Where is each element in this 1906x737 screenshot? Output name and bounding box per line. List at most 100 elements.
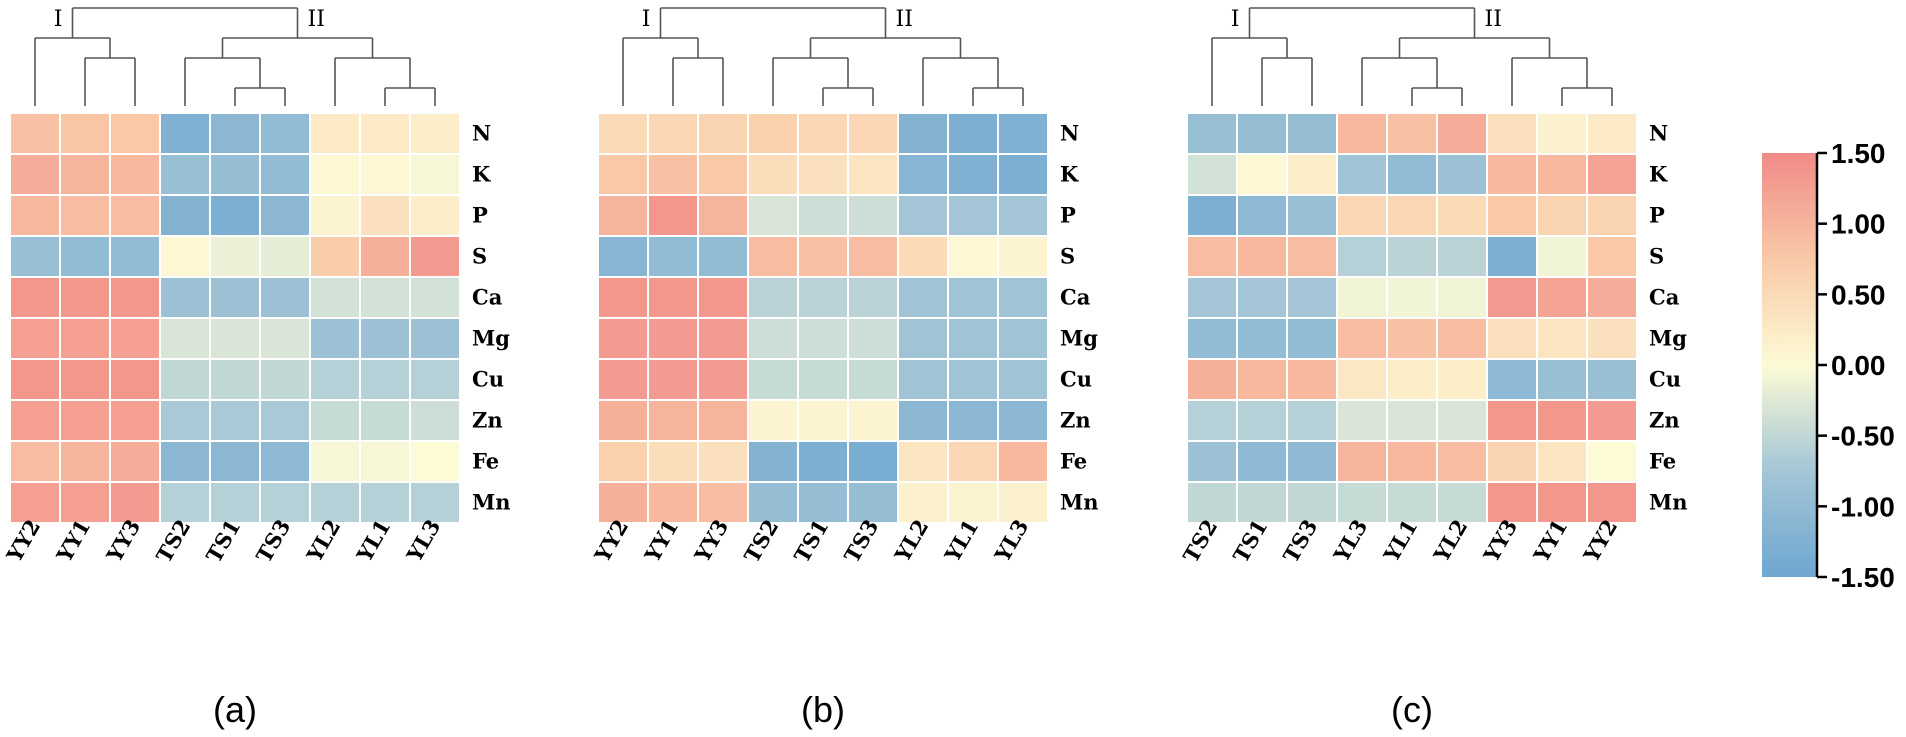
heatmap-cell (847, 440, 899, 483)
heatmap-cell (1586, 317, 1638, 360)
heatmap-cell (597, 153, 649, 196)
heatmap-cell (797, 440, 849, 483)
heatmap-cell (647, 440, 699, 483)
heatmap-cell (109, 399, 161, 442)
heatmap-cell (747, 194, 799, 237)
heatmap-cell (1586, 153, 1638, 196)
heatmap-cell (947, 317, 999, 360)
heatmap-cell (259, 440, 311, 483)
heatmap-cell (59, 440, 111, 483)
heatmap-cell (647, 112, 699, 155)
row-label: Zn (1649, 408, 1680, 433)
heatmap-cell (1186, 112, 1238, 155)
heatmap-cell (1186, 317, 1238, 360)
heatmap-cell (309, 358, 361, 401)
heatmap-cell (109, 153, 161, 196)
heatmap-cell (359, 276, 411, 319)
heatmap-cell (1286, 399, 1338, 442)
heatmap-cell (1536, 481, 1588, 524)
heatmap-cell (1386, 194, 1438, 237)
heatmap-cell (797, 153, 849, 196)
heatmap-cell (1586, 194, 1638, 237)
heatmap-cell (1486, 358, 1538, 401)
heatmap-cell (1286, 153, 1338, 196)
heatmap-cell (1436, 276, 1488, 319)
heatmap-cell (1486, 317, 1538, 360)
heatmap-cell (897, 358, 949, 401)
heatmap-cell (9, 481, 61, 524)
row-label: P (1649, 203, 1665, 228)
heatmap-cell (897, 112, 949, 155)
heatmap-cell (1236, 194, 1288, 237)
heatmap-cell (359, 481, 411, 524)
heatmap-cell (409, 358, 461, 401)
heatmap-cell (1536, 317, 1588, 360)
heatmap-cell (309, 481, 361, 524)
heatmap-cell (947, 235, 999, 278)
heatmap-cell (1486, 276, 1538, 319)
heatmap-cell (1286, 194, 1338, 237)
heatmap-cell (747, 112, 799, 155)
heatmap-cell (997, 358, 1049, 401)
heatmap-cell (1336, 276, 1388, 319)
heatmap-cell (209, 112, 261, 155)
heatmap-cell (209, 194, 261, 237)
heatmap-cell (259, 153, 311, 196)
heatmap-cell (259, 481, 311, 524)
heatmap-cell (9, 112, 61, 155)
colorbar-tick-label: 0.50 (1831, 279, 1886, 310)
heatmap-cell (359, 399, 411, 442)
cluster-label-ii: II (308, 7, 325, 32)
heatmap-cell (1486, 399, 1538, 442)
heatmap-cell (797, 358, 849, 401)
row-label: P (472, 203, 488, 228)
heatmap-cell (947, 112, 999, 155)
heatmap-cell (747, 153, 799, 196)
heatmap-cell (897, 153, 949, 196)
row-label: S (1649, 244, 1664, 269)
heatmap-cell (647, 399, 699, 442)
row-label: K (472, 162, 491, 187)
heatmap-cell (409, 481, 461, 524)
heatmap-cell (897, 194, 949, 237)
heatmap-cell (1536, 235, 1588, 278)
colorbar-tick-label: -0.50 (1831, 421, 1895, 452)
heatmap-cell (797, 399, 849, 442)
heatmap-cell (947, 399, 999, 442)
panel-label: (b) (801, 689, 845, 730)
heatmap-cell (1386, 235, 1438, 278)
heatmap-cell (359, 440, 411, 483)
heatmap-cell (1336, 153, 1388, 196)
heatmap-cell (647, 317, 699, 360)
heatmap-cell (697, 153, 749, 196)
heatmap-cell (309, 440, 361, 483)
heatmap-cell (309, 194, 361, 237)
heatmap-cell (9, 276, 61, 319)
heatmap-cell (309, 153, 361, 196)
heatmap-cell (1536, 276, 1588, 319)
heatmap-cell (159, 440, 211, 483)
heatmap-cell (747, 276, 799, 319)
heatmap-cell (1436, 440, 1488, 483)
heatmap-cell (997, 276, 1049, 319)
row-label: Fe (1649, 449, 1676, 474)
heatmap-cell (897, 276, 949, 319)
heatmap-cell (259, 276, 311, 319)
heatmap-cell (359, 235, 411, 278)
heatmap-cell (1486, 235, 1538, 278)
heatmap-cell (1336, 112, 1388, 155)
heatmap-cell (59, 399, 111, 442)
heatmap-cell (1236, 481, 1288, 524)
heatmap-cell (1186, 358, 1238, 401)
heatmap-cell (59, 276, 111, 319)
heatmap-cell (997, 112, 1049, 155)
heatmap-cell (1536, 194, 1588, 237)
heatmap-cell (1436, 481, 1488, 524)
heatmap-cell (1186, 440, 1238, 483)
heatmap-cell (847, 112, 899, 155)
row-label: N (472, 121, 491, 146)
heatmap-cell (947, 358, 999, 401)
heatmap-cell (1236, 440, 1288, 483)
heatmap-cell (847, 153, 899, 196)
